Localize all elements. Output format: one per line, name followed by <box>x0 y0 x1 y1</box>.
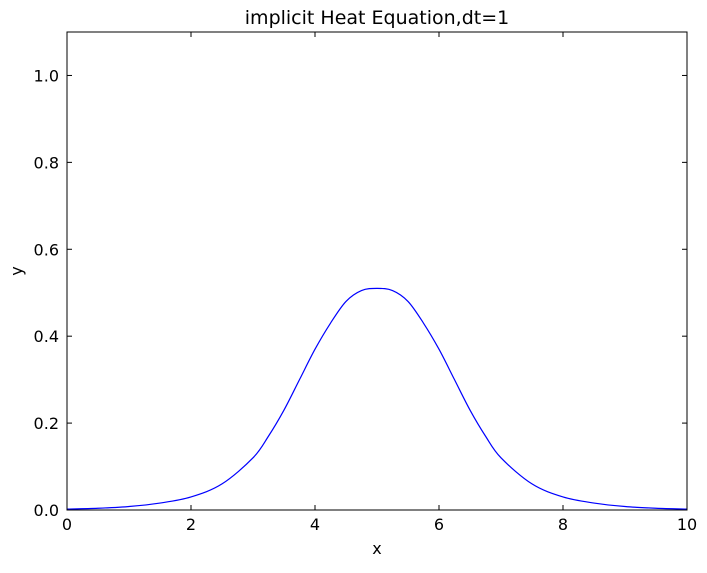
x-tick-label: 2 <box>186 515 196 534</box>
series-layer <box>66 287 688 510</box>
chart-title: implicit Heat Equation,dt=1 <box>245 7 509 29</box>
y-tick-label: 0.6 <box>34 240 59 259</box>
series-line <box>66 287 688 510</box>
x-tick-label: 6 <box>434 515 444 534</box>
plot-area <box>67 32 687 510</box>
y-tick-label: 0.8 <box>34 153 59 172</box>
ticks: 0 2 4 6 8 10 0.0 0.2 0.4 0.6 0.8 1.0 <box>34 32 697 534</box>
y-tick-label: 0.0 <box>34 501 59 520</box>
y-tick-label: 1.0 <box>34 66 59 85</box>
x-axis-label: x <box>372 539 381 558</box>
y-tick-label: 0.2 <box>34 414 59 433</box>
x-tick-label: 10 <box>677 515 697 534</box>
x-tick-label: 8 <box>558 515 568 534</box>
y-axis-label: y <box>7 266 26 275</box>
x-tick-label: 4 <box>310 515 320 534</box>
y-tick-label: 0.4 <box>34 327 59 346</box>
plot-frame <box>66 31 688 511</box>
x-tick-label: 0 <box>62 515 72 534</box>
